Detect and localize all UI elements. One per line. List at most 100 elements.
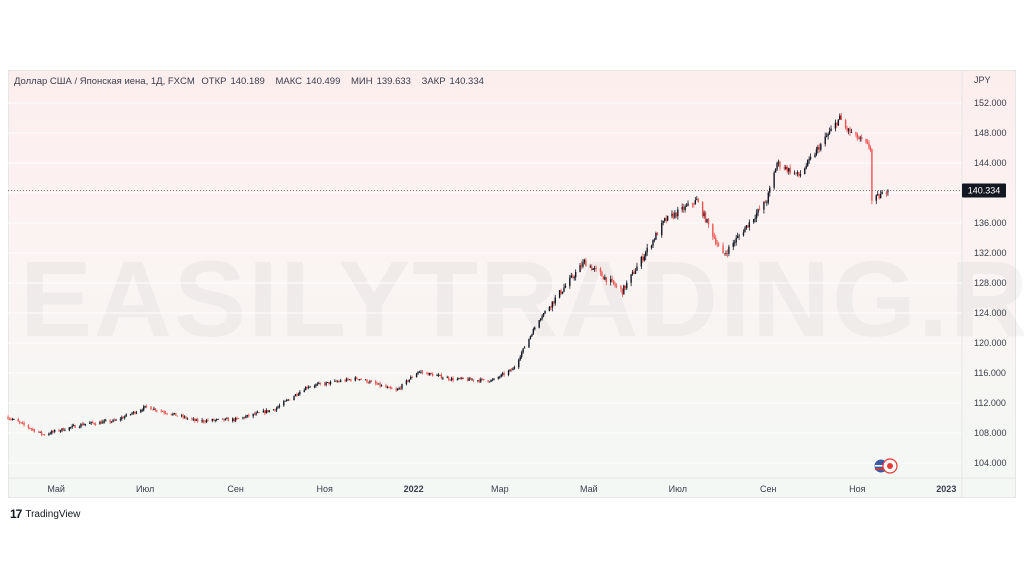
candle-body: [13, 419, 15, 420]
candle-body: [385, 385, 387, 388]
candle-body: [309, 386, 311, 388]
candle-body: [805, 165, 807, 169]
chart-area[interactable]: [8, 70, 1016, 498]
candle-body: [681, 206, 683, 210]
candle-body: [81, 423, 84, 426]
candle-body: [487, 380, 489, 382]
candle-body: [697, 199, 699, 203]
candle-body: [255, 412, 257, 415]
candle-body: [847, 128, 850, 131]
candle-body: [313, 386, 316, 387]
candle-body: [163, 411, 165, 413]
candle-body: [856, 133, 859, 139]
candle-body: [90, 421, 92, 423]
candle-body: [462, 377, 464, 379]
candle-body: [145, 405, 148, 407]
candle-body: [140, 410, 142, 413]
candle-body: [191, 418, 193, 420]
candle-body: [599, 268, 602, 273]
candle-body: [399, 387, 402, 389]
candle-body: [830, 128, 832, 132]
candle-body: [226, 418, 228, 420]
candle-body: [806, 160, 809, 166]
candle-body: [303, 390, 305, 392]
y-tick-label: 132.000: [974, 248, 1007, 258]
candle-body: [448, 377, 450, 380]
candle-body: [868, 143, 870, 148]
candle-body: [766, 202, 768, 204]
candle-body: [512, 368, 514, 371]
candle-body: [304, 387, 307, 391]
x-tick-label: Ноя: [849, 484, 866, 494]
candle-body: [215, 419, 218, 420]
candle-body: [796, 172, 799, 174]
candle-body: [401, 384, 403, 389]
candle-body: [125, 414, 127, 417]
candle-body: [40, 431, 43, 435]
candle-body: [595, 268, 597, 269]
candle-body: [468, 377, 470, 381]
candle-body: [650, 245, 653, 248]
candle-body: [68, 427, 70, 431]
candle-body: [307, 387, 310, 388]
candle-body: [64, 430, 66, 432]
candle-body: [646, 247, 648, 253]
candle-body: [662, 220, 664, 223]
candle-body: [121, 417, 123, 420]
candle-body: [264, 410, 266, 414]
y-tick-label: 136.000: [974, 218, 1007, 228]
candle-body: [480, 378, 482, 382]
candle-body: [519, 356, 521, 360]
candle-body: [804, 168, 806, 175]
tradingview-branding[interactable]: 17 TradingView: [10, 507, 80, 521]
candle-body: [558, 290, 561, 298]
candle-body: [37, 431, 40, 433]
candle-body: [488, 381, 491, 383]
candle-body: [615, 285, 618, 287]
candle-body: [20, 422, 22, 424]
candle-body: [605, 277, 608, 283]
candle-body: [849, 128, 851, 133]
candle-body: [538, 320, 540, 328]
candle-body: [135, 412, 138, 414]
candle-body: [675, 212, 678, 217]
candle-body: [258, 412, 260, 414]
candle-body: [818, 146, 821, 150]
x-tick-label: Сен: [760, 484, 777, 494]
x-tick-label: Июл: [669, 484, 687, 494]
candle-body: [437, 374, 440, 376]
candle-body: [364, 379, 367, 381]
candle-body: [278, 405, 281, 407]
candle-body: [420, 371, 422, 373]
candle-body: [712, 224, 714, 237]
candle-body: [569, 277, 571, 286]
candle-body: [573, 277, 575, 279]
candle-body: [267, 410, 269, 412]
candle-body: [141, 410, 143, 411]
candle-body: [185, 416, 187, 419]
candle-body: [758, 209, 761, 211]
candle-body: [227, 418, 230, 422]
candle-body: [287, 399, 289, 401]
candle-body: [195, 419, 197, 421]
candle-body: [542, 313, 545, 317]
candle-body: [592, 268, 594, 270]
y-tick-label: 128.000: [974, 278, 1007, 288]
candle-body: [99, 421, 101, 425]
candle-body: [175, 413, 177, 416]
candle-body: [788, 168, 790, 172]
candle-body: [866, 142, 869, 144]
candle-body: [417, 371, 419, 374]
candle-body: [446, 377, 448, 379]
candle-body: [32, 428, 34, 430]
candle-body: [707, 219, 710, 225]
candle-body: [570, 275, 572, 278]
candle-body: [612, 280, 615, 284]
candle-body: [471, 379, 473, 381]
candle-body: [767, 192, 769, 203]
candle-body: [284, 400, 286, 402]
candle-body: [645, 252, 647, 257]
candle-body: [202, 419, 205, 422]
candle-body: [672, 213, 675, 218]
